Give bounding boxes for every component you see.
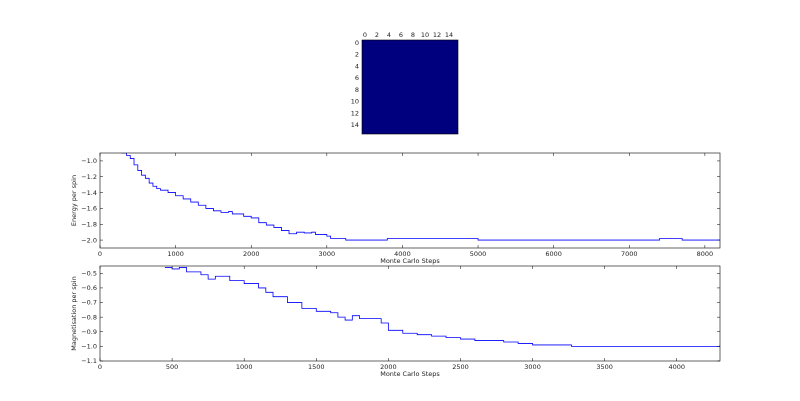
- plot-frame: [99, 265, 721, 362]
- y-tick-label: −1.0: [81, 157, 97, 165]
- y-tick-label: −1.0: [81, 343, 97, 351]
- y-tick-label: −1.1: [81, 357, 97, 365]
- heatmap-y-tick: 12: [351, 109, 359, 117]
- heatmap-y-tick: 0: [355, 39, 359, 47]
- heatmap-x-tick: 14: [445, 31, 453, 39]
- x-tick-label: 8000: [697, 250, 714, 258]
- x-tick-label: 1500: [308, 363, 325, 371]
- heatmap-x-tick: 0: [363, 31, 367, 39]
- heatmap-x-tick: 12: [433, 31, 441, 39]
- x-tick-label: 3000: [319, 250, 336, 258]
- x-tick-label: 1000: [236, 363, 253, 371]
- x-tick-label: 2500: [452, 363, 469, 371]
- x-tick-label: 4000: [394, 250, 411, 258]
- y-axis-label: Energy per spin: [70, 175, 78, 226]
- y-tick-label: −1.2: [81, 173, 97, 181]
- y-axis-label: Magnetisation per spin: [70, 276, 78, 350]
- x-tick-label: 6000: [545, 250, 562, 258]
- y-tick-label: −1.4: [81, 189, 97, 197]
- y-tick-label: −0.9: [81, 328, 97, 336]
- energy-chart: 0 1000 2000 3000 4000 5000 6000 7000 8000 −1.0 −1.…: [70, 152, 721, 265]
- x-tick-label: 5000: [470, 250, 487, 258]
- heatmap-x-tick: 10: [421, 31, 429, 39]
- data-line: [164, 267, 720, 347]
- y-tick-label: −2.0: [81, 236, 97, 244]
- heatmap-x-tick: 4: [387, 31, 391, 39]
- heatmap-y-tick: 6: [355, 74, 359, 82]
- heatmap-y-tick: 14: [351, 121, 359, 129]
- x-tick-label: 500: [166, 363, 178, 371]
- y-tick-label: −0.5: [81, 270, 97, 278]
- heatmap-x-tick: 6: [399, 31, 403, 39]
- magnetisation-chart: 0 500 1000 1500 2000 2500 3000 3500 4000 −0.5 −0.6…: [70, 265, 721, 378]
- x-tick-label: 4000: [668, 363, 685, 371]
- x-tick-label: 2000: [380, 363, 397, 371]
- heatmap-y-tick: 10: [351, 98, 359, 106]
- x-tick-label: 3000: [524, 363, 541, 371]
- x-axis-label: Monte Carlo Steps: [380, 370, 440, 378]
- y-tick-label: −0.7: [81, 299, 97, 307]
- y-tick-label: −0.6: [81, 284, 97, 292]
- x-tick-label: 1000: [167, 250, 184, 258]
- x-tick-label: 0: [98, 250, 102, 258]
- heatmap-x-tick: 8: [411, 31, 415, 39]
- x-tick-label: 2000: [243, 250, 260, 258]
- x-axis-label: Monte Carlo Steps: [380, 257, 440, 265]
- heatmap-y-tick: 8: [355, 86, 359, 94]
- heatmap-y-tick: 2: [355, 51, 359, 59]
- heatmap-y-tick: 4: [355, 62, 359, 70]
- x-tick-label: 3500: [596, 363, 613, 371]
- y-tick-label: −1.6: [81, 205, 97, 213]
- data-line: [121, 153, 720, 241]
- plot-frame: [99, 152, 721, 249]
- x-tick-label: 7000: [621, 250, 638, 258]
- x-tick-label: 0: [98, 363, 102, 371]
- y-tick-label: −0.8: [81, 313, 97, 321]
- heatmap-x-tick: 2: [375, 31, 379, 39]
- y-tick-label: −1.8: [81, 220, 97, 228]
